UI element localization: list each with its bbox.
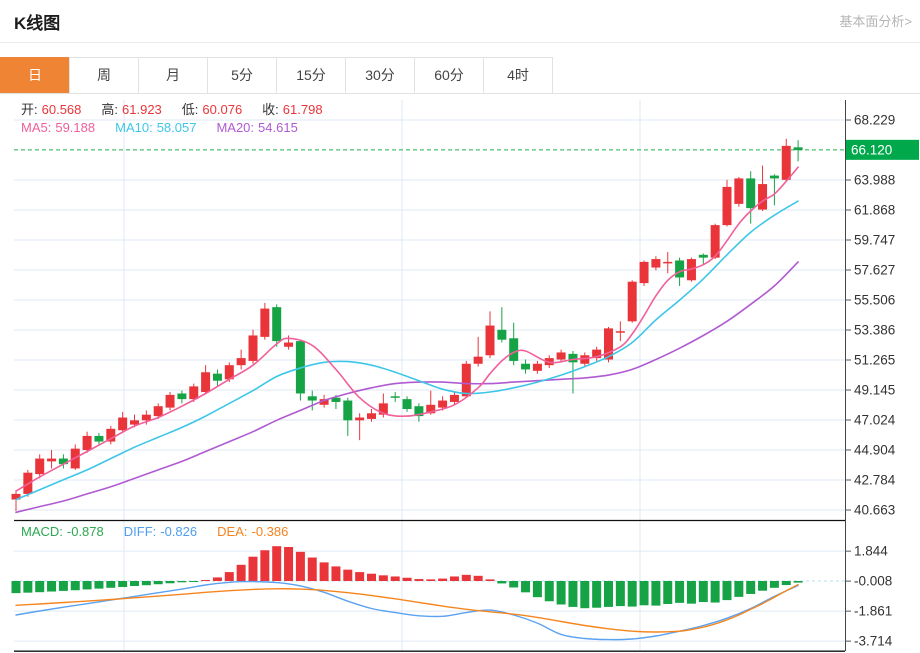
axis-label: -0.008 xyxy=(854,574,892,589)
legend-item: 高: 61.923 xyxy=(101,102,162,117)
ohlc-legend: 开: 60.568 高: 61.923 低: 60.076 收: 61.798 xyxy=(21,99,343,118)
legend-item: MA20: 54.615 xyxy=(216,120,298,135)
axis-label: 53.386 xyxy=(854,322,895,337)
macd-legend: MACD: -0.878 DIFF: -0.826 DEA: -0.386 xyxy=(21,524,308,539)
legend-item: 开: 60.568 xyxy=(21,102,82,117)
legend-item: MA10: 58.057 xyxy=(115,120,197,135)
axis-label: 57.627 xyxy=(854,262,895,277)
legend-item: MA5: 59.188 xyxy=(21,120,96,135)
timeframe-tab-bar: 日周月 5分 15分 30分 60分 4时 xyxy=(0,57,920,94)
axis-label: 1.844 xyxy=(854,544,888,559)
axis-label: 47.024 xyxy=(854,413,896,428)
axis-label: 59.747 xyxy=(854,233,895,248)
axis-label: -3.714 xyxy=(854,634,893,649)
tab-周[interactable]: 周 xyxy=(69,57,139,93)
axis-label: 68.229 xyxy=(854,113,895,128)
axis-label: 63.988 xyxy=(854,173,895,188)
axis-label: 44.904 xyxy=(854,442,896,457)
legend-item: DEA: -0.386 xyxy=(217,524,289,539)
current-price-tag xyxy=(846,139,919,160)
axis-label: 51.265 xyxy=(854,353,895,368)
tab-30分[interactable]: 30分 xyxy=(345,57,415,93)
tab-月[interactable]: 月 xyxy=(138,57,208,93)
current-price-label: 66.120 xyxy=(851,143,892,158)
fundamental-analysis-link[interactable]: 基本面分析> xyxy=(839,14,912,29)
tab-5分[interactable]: 5分 xyxy=(207,57,277,93)
legend-item: 低: 60.076 xyxy=(181,102,243,117)
axis-label: 42.784 xyxy=(854,472,896,487)
tab-15分[interactable]: 15分 xyxy=(276,57,346,93)
axis-label: 40.663 xyxy=(854,503,895,518)
axis-label: 55.506 xyxy=(854,293,895,308)
legend-item: DIFF: -0.826 xyxy=(123,524,198,539)
ma-legend: MA5: 59.188 MA10: 58.057 MA20: 54.615 xyxy=(21,120,318,135)
tab-日[interactable]: 日 xyxy=(0,57,70,93)
tab-4时[interactable]: 4时 xyxy=(483,57,553,93)
page-title: K线图 xyxy=(14,14,61,33)
axis-label: 61.868 xyxy=(854,202,895,217)
page-header: K线图 基本面分析> xyxy=(0,0,920,43)
tab-60分[interactable]: 60分 xyxy=(414,57,484,93)
legend-item: 收: 61.798 xyxy=(262,102,323,117)
legend-item: MACD: -0.878 xyxy=(21,524,104,539)
axis-label: 49.145 xyxy=(854,382,895,397)
axis-label: -1.861 xyxy=(854,604,892,619)
